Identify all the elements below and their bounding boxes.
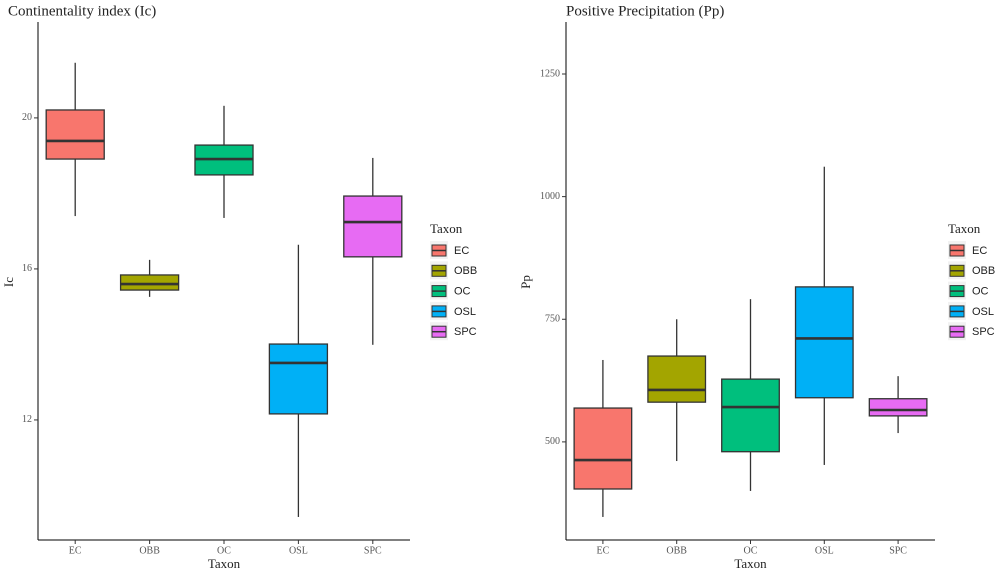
- y-tick-label: 750: [545, 314, 560, 325]
- box: [119, 274, 180, 291]
- y-axis-title: Ic: [1, 277, 16, 287]
- legend-label: OC: [972, 286, 989, 298]
- box: [868, 398, 928, 417]
- box: [45, 109, 105, 160]
- y-tick-label: 1250: [540, 68, 560, 79]
- legend-label: SPC: [454, 326, 477, 338]
- x-tick-label: OSL: [289, 545, 308, 556]
- legend-label: OC: [454, 286, 471, 298]
- y-tick-label: 12: [22, 414, 32, 425]
- box: [721, 378, 780, 453]
- box: [647, 355, 707, 403]
- chart-title: Positive Precipitation (Pp): [566, 3, 724, 19]
- y-tick-label: 20: [22, 112, 32, 123]
- legend-label: OBB: [972, 265, 995, 277]
- x-tick-label: OSL: [815, 545, 834, 556]
- x-tick-label: SPC: [889, 545, 907, 556]
- y-tick-label: 16: [22, 263, 32, 274]
- x-tick-label: OC: [744, 545, 758, 556]
- x-tick-label: OBB: [666, 545, 687, 556]
- x-axis-title: Taxon: [734, 556, 767, 571]
- x-axis-title: Taxon: [208, 556, 241, 571]
- legend-label: OSL: [972, 306, 994, 318]
- legend-label: EC: [454, 245, 469, 257]
- x-tick-label: EC: [597, 545, 610, 556]
- legend-label: OSL: [454, 306, 476, 318]
- y-tick-label: 500: [545, 436, 560, 447]
- legend-label: EC: [972, 245, 987, 257]
- y-tick-label: 1000: [540, 191, 560, 202]
- box: [268, 343, 329, 415]
- x-tick-label: OC: [217, 545, 231, 556]
- y-axis-title: Pp: [518, 275, 533, 289]
- box: [343, 195, 403, 258]
- legend-title: Taxon: [430, 221, 463, 236]
- chart-title: Continentality index (Ic): [8, 3, 156, 19]
- legend-title: Taxon: [948, 221, 981, 236]
- legend-label: SPC: [972, 326, 995, 338]
- x-tick-label: EC: [69, 545, 82, 556]
- box: [573, 407, 633, 490]
- box: [794, 286, 854, 399]
- x-tick-label: SPC: [364, 545, 382, 556]
- legend-label: OBB: [454, 265, 477, 277]
- x-tick-label: OBB: [139, 545, 160, 556]
